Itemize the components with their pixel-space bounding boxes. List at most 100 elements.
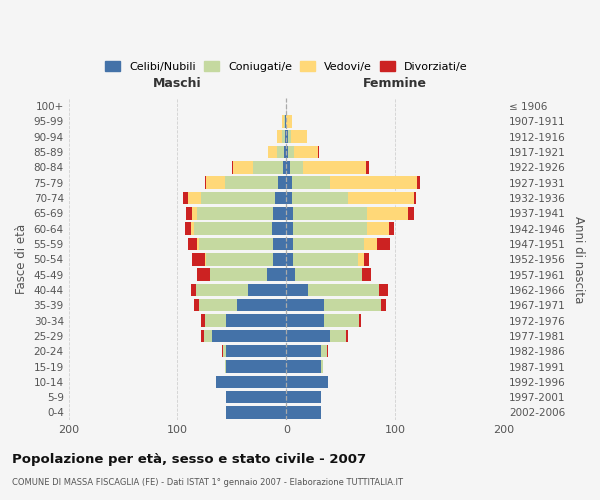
Bar <box>364 253 369 266</box>
Bar <box>226 406 286 419</box>
Bar <box>206 176 226 189</box>
Bar <box>367 222 389 235</box>
Bar <box>191 253 205 266</box>
Bar <box>284 146 286 158</box>
Bar <box>205 176 206 189</box>
Text: Femmine: Femmine <box>363 77 427 90</box>
Bar <box>366 161 369 173</box>
Bar <box>286 192 292 204</box>
Bar <box>210 268 267 281</box>
Bar <box>191 207 197 220</box>
Bar <box>268 146 277 158</box>
Bar <box>286 330 330 342</box>
Bar <box>267 268 286 281</box>
Bar <box>325 299 381 312</box>
Bar <box>286 299 325 312</box>
Bar <box>199 238 273 250</box>
Bar <box>364 238 377 250</box>
Bar <box>289 130 290 143</box>
Bar <box>286 391 321 404</box>
Bar <box>285 130 286 143</box>
Bar <box>286 360 321 373</box>
Bar <box>286 238 293 250</box>
Bar <box>408 207 413 220</box>
Legend: Celibi/Nubili, Coniugati/e, Vedovi/e, Divorziati/e: Celibi/Nubili, Coniugati/e, Vedovi/e, Di… <box>103 59 470 74</box>
Bar <box>202 330 203 342</box>
Bar <box>282 115 284 128</box>
Bar <box>205 314 226 327</box>
Bar <box>308 284 379 296</box>
Bar <box>286 115 292 128</box>
Bar <box>222 345 223 358</box>
Bar <box>273 207 286 220</box>
Bar <box>293 253 358 266</box>
Bar <box>359 314 361 327</box>
Bar <box>289 146 294 158</box>
Bar <box>226 360 286 373</box>
Bar <box>286 130 289 143</box>
Bar <box>362 268 371 281</box>
Bar <box>286 146 289 158</box>
Bar <box>286 345 321 358</box>
Bar <box>290 130 307 143</box>
Y-axis label: Fasce di età: Fasce di età <box>15 224 28 294</box>
Bar <box>226 176 278 189</box>
Bar <box>330 176 417 189</box>
Bar <box>330 330 346 342</box>
Bar <box>282 130 285 143</box>
Bar <box>223 345 226 358</box>
Bar <box>367 207 408 220</box>
Bar <box>194 222 272 235</box>
Bar <box>226 314 286 327</box>
Bar <box>286 253 293 266</box>
Bar <box>379 284 388 296</box>
Bar <box>233 161 253 173</box>
Bar <box>293 207 367 220</box>
Bar <box>238 299 286 312</box>
Bar <box>413 192 416 204</box>
Text: Popolazione per età, sesso e stato civile - 2007: Popolazione per età, sesso e stato civil… <box>12 452 366 466</box>
Bar <box>202 192 275 204</box>
Bar <box>292 192 349 204</box>
Bar <box>293 238 364 250</box>
Bar <box>325 314 359 327</box>
Bar <box>286 207 293 220</box>
Bar <box>191 222 194 235</box>
Text: Maschi: Maschi <box>153 77 202 90</box>
Bar <box>206 253 273 266</box>
Bar <box>286 176 292 189</box>
Bar <box>381 299 386 312</box>
Bar <box>248 284 286 296</box>
Bar <box>275 192 286 204</box>
Bar <box>272 222 286 235</box>
Bar <box>290 161 302 173</box>
Bar <box>188 238 197 250</box>
Bar <box>358 253 364 266</box>
Bar <box>389 222 394 235</box>
Text: COMUNE DI MASSA FISCAGLIA (FE) - Dati ISTAT 1° gennaio 2007 - Elaborazione TUTTI: COMUNE DI MASSA FISCAGLIA (FE) - Dati IS… <box>12 478 403 487</box>
Bar <box>226 391 286 404</box>
Bar <box>183 192 188 204</box>
Bar <box>286 314 325 327</box>
Bar <box>203 330 212 342</box>
Bar <box>215 376 286 388</box>
Bar <box>253 161 283 173</box>
Bar <box>277 146 284 158</box>
Bar <box>294 146 318 158</box>
Bar <box>196 284 248 296</box>
Bar <box>232 161 233 173</box>
Bar <box>226 345 286 358</box>
Bar <box>283 161 286 173</box>
Bar <box>286 284 308 296</box>
Bar <box>273 253 286 266</box>
Bar <box>197 207 273 220</box>
Bar <box>318 146 319 158</box>
Bar <box>286 406 321 419</box>
Y-axis label: Anni di nascita: Anni di nascita <box>572 216 585 303</box>
Bar <box>285 115 286 128</box>
Bar <box>284 115 285 128</box>
Bar <box>197 238 199 250</box>
Bar <box>188 192 202 204</box>
Bar <box>212 330 286 342</box>
Bar <box>326 345 328 358</box>
